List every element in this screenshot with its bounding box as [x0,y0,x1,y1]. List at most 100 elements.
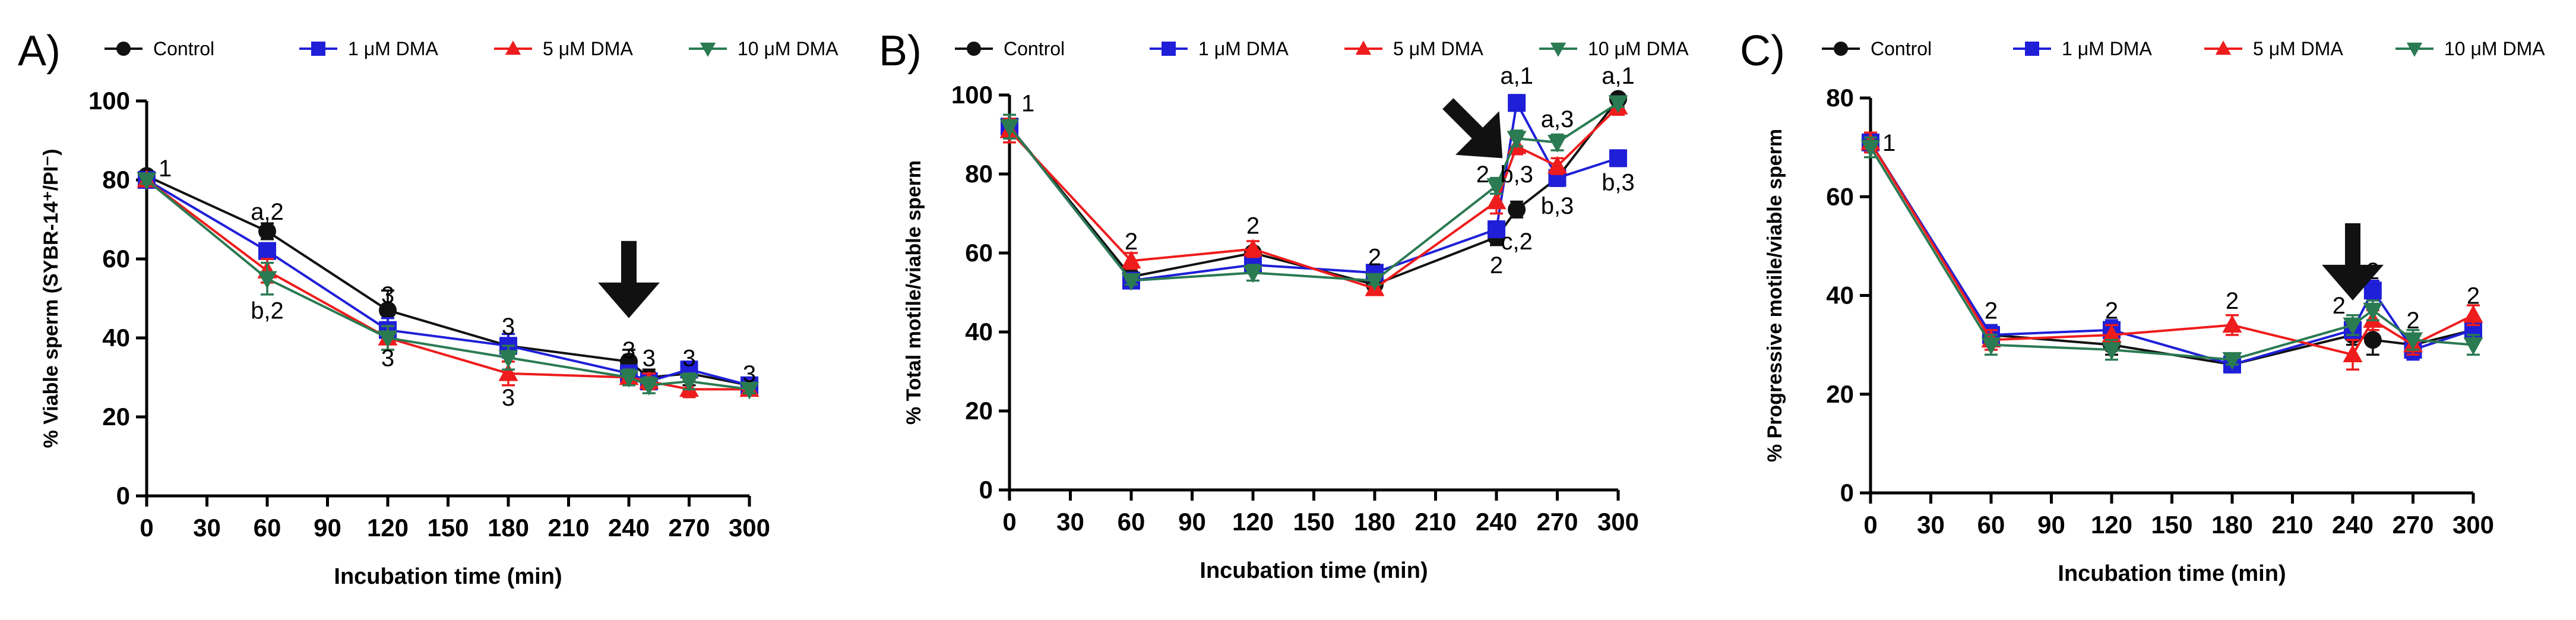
panel-label: B) [879,27,922,75]
data-point [639,378,659,396]
treatment-arrow-shape [2322,223,2384,300]
data-point [378,330,398,349]
significance-label: a,3 [1541,106,1574,132]
x-tick-label: 300 [1597,508,1639,536]
significance-label: b,3 [1602,169,1635,195]
y-tick-label: 100 [951,81,993,109]
chart-panel-a: A) Control 1 μM DMA 5 μM DMA 10 μM DMA 0 20 40 6… [18,27,838,589]
legend-item: 1 μM DMA [1150,38,1289,59]
data-point [1488,220,1505,239]
data-point [2403,332,2423,350]
x-tick-label: 120 [367,514,409,542]
data-point [2343,344,2363,362]
treatment-arrow-shape [1442,98,1503,159]
significance-label: 1 [1021,90,1034,116]
significance-label: b,3 [1541,193,1574,219]
legend-label: 10 μM DMA [738,38,838,59]
x-tick-label: 90 [314,514,341,542]
y-tick-label: 20 [102,403,130,431]
x-tick-label: 210 [548,514,589,542]
legend-marker [700,42,716,57]
data-point [258,242,276,260]
significance-label: 1 [159,156,172,182]
series-5um-dma [137,169,759,398]
y-axis-title: % Viable sperm (SYBR-14⁺/PI⁻) [40,149,62,448]
y-tick-label: 40 [1826,281,1854,309]
legend-marker [2406,42,2423,57]
x-tick-label: 60 [1977,511,2005,539]
data-point [2463,305,2483,323]
significance-label: 2 [2333,293,2346,319]
x-tick-label: 240 [2332,511,2374,539]
x-tick-label: 180 [2211,511,2253,539]
x-tick-label: 300 [2452,511,2494,539]
legend-label: Control [1004,38,1065,59]
x-axis-title: Incubation time (min) [334,564,562,589]
data-point [2102,342,2122,360]
significance-label: a,2 [251,199,284,225]
data-point [1548,135,1567,153]
data-point [1608,95,1628,113]
data-point [2363,331,2382,349]
data-point [679,374,699,392]
legend-item: 1 μM DMA [299,38,438,59]
x-tick-label: 150 [1293,508,1334,536]
treatment-arrow [598,241,660,318]
legend-item: 5 μM DMA [2204,38,2343,59]
data-point [1365,273,1385,291]
x-tick-label: 150 [2151,511,2192,539]
data-point [2102,324,2122,343]
legend-item: 10 μM DMA [1539,38,1689,59]
series-1um-dma [138,171,758,394]
legend-label: 1 μM DMA [1198,38,1289,59]
legend-item: 10 μM DMA [2395,38,2545,59]
x-tick-label: 210 [1414,508,1456,536]
data-point [999,119,1020,137]
data-point [258,222,276,241]
chart-panel-b: B) Control 1 μM DMA 5 μM DMA 10 μM DMA020406… [879,27,1689,583]
y-tick-label: 100 [88,87,130,115]
data-point [498,350,518,368]
data-point [1860,140,1881,158]
x-tick-label: 270 [668,514,710,542]
y-tick-label: 0 [1840,479,1854,507]
legend-item: Control [955,38,1065,59]
x-tick-label: 270 [1536,508,1578,536]
significance-label: 2 [1490,252,1503,279]
x-tick-label: 180 [1354,508,1395,536]
legend-marker [505,40,521,55]
panel-label: C) [1740,27,1785,75]
legend-marker [967,42,981,56]
significance-label: 3 [381,345,394,371]
y-tick-label: 0 [979,476,993,504]
data-point [257,271,277,289]
x-tick-label: 60 [254,514,281,542]
x-tick-label: 30 [193,514,221,542]
significance-label: 3 [622,337,635,363]
significance-label: 2 [1476,162,1489,188]
legend-marker [1550,42,1567,57]
chart-panel-c: C) Control 1 μM DMA 5 μM DMA 10 μM DMA020406… [1740,27,2545,586]
y-tick-label: 40 [965,318,993,346]
data-point [2222,352,2242,370]
significance-label: b,2 [251,298,284,324]
data-point [1508,94,1526,112]
legend-item: Control [1822,38,1932,59]
data-point [2222,315,2242,333]
x-tick-label: 0 [140,514,153,542]
series-control [138,167,758,394]
y-axis-title: % Progressive motile/viable sperm [1764,129,1786,462]
data-point [2343,317,2363,336]
treatment-arrow [1442,98,1503,159]
x-tick-label: 270 [2392,511,2433,539]
x-tick-label: 0 [1002,508,1016,536]
legend-label: 1 μM DMA [348,38,438,59]
legend-item: 1 μM DMA [2013,38,2152,59]
data-point [1981,337,2001,355]
y-tick-label: 80 [1826,84,1854,112]
legend-item: 5 μM DMA [494,38,633,59]
x-tick-label: 210 [2271,511,2313,539]
y-tick-label: 60 [1826,182,1854,210]
x-tick-label: 180 [488,514,529,542]
